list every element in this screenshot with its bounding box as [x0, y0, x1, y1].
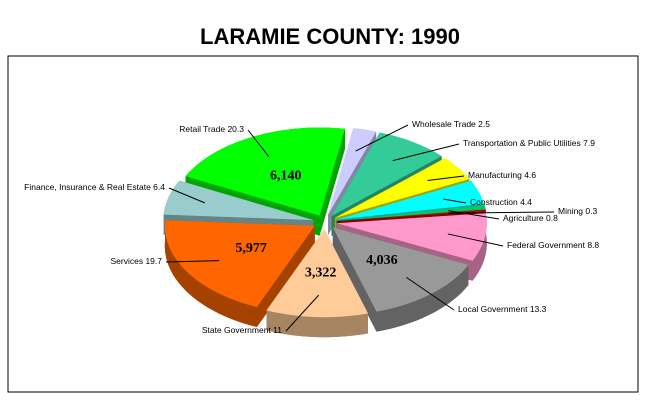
percent-label: 8.8: [587, 240, 599, 250]
percent-label: 0.3: [585, 206, 597, 216]
leader-line: [168, 187, 206, 204]
pie-slice: [336, 209, 486, 222]
leader-line: [355, 124, 409, 152]
pie-slice: [185, 127, 345, 216]
pie-slice: [163, 180, 314, 221]
percent-label: 7.9: [583, 138, 595, 148]
slice-label: Manufacturing 4.6: [468, 170, 536, 180]
count-label: 3,322: [305, 265, 337, 280]
chart-title: LARAMIE COUNTY: 1990: [200, 24, 460, 49]
pie-slice: [336, 205, 486, 221]
pie-slice: [331, 132, 442, 216]
slice-label: Construction 4.4: [470, 197, 532, 207]
count-label: 4,036: [366, 253, 398, 268]
slice-label: Mining 0.3: [558, 206, 598, 216]
leader-line: [165, 260, 220, 263]
percent-label: 19.7: [145, 256, 162, 266]
leader-line: [427, 175, 465, 181]
category-name: Retail Trade: [179, 124, 225, 134]
plot-frame: [7, 55, 639, 393]
slice-label: State Government 11: [202, 325, 282, 335]
slice-label: Agriculture 0.8: [503, 213, 558, 223]
slice-side: [266, 310, 368, 338]
count-label: 6,140: [270, 169, 302, 184]
percent-label: 2.5: [478, 119, 490, 129]
slice-label: Finance, Insurance & Real Estate 6.4: [24, 182, 165, 192]
category-name: Federal Government: [507, 240, 586, 250]
slice-side: [376, 264, 469, 332]
category-name: Mining: [558, 206, 583, 216]
pie-slice: [266, 229, 368, 318]
pie-slice: [334, 158, 470, 218]
slice-label: Retail Trade 20.3: [179, 124, 244, 134]
category-name: Agriculture: [503, 213, 544, 223]
pie-slice: [164, 220, 315, 307]
category-name: Transportation & Public Utilities: [463, 138, 581, 148]
pie-slice: [336, 213, 487, 261]
pie-slice: [336, 180, 484, 220]
slice-label: Transportation & Public Utilities 7.9: [463, 138, 595, 148]
slice-label: Local Government 13.3: [458, 304, 547, 314]
slice-label: Wholesale Trade 2.5: [412, 119, 490, 129]
percent-label: 20.3: [227, 124, 244, 134]
percent-label: 13.3: [530, 304, 547, 314]
slice-side: [319, 128, 345, 236]
leader-line: [447, 233, 504, 247]
percent-label: 11: [273, 325, 282, 335]
category-name: Construction: [470, 197, 518, 207]
count-label: 5,977: [235, 241, 267, 256]
slice-side: [472, 213, 487, 281]
category-name: State Government: [202, 325, 272, 335]
leader-line: [247, 129, 270, 157]
category-name: Manufacturing: [468, 170, 522, 180]
category-name: Finance, Insurance & Real Estate: [24, 182, 151, 192]
percent-label: 6.4: [153, 182, 165, 192]
percent-label: 0.8: [546, 213, 558, 223]
category-name: Local Government: [458, 304, 528, 314]
pie-slice: [328, 128, 377, 215]
category-name: Wholesale Trade: [412, 119, 476, 129]
pie-slice: [332, 227, 469, 312]
leader-line: [447, 210, 500, 220]
slice-side: [164, 220, 257, 327]
leader-line: [392, 143, 460, 162]
category-name: Services: [110, 256, 143, 266]
leader-line: [448, 211, 555, 214]
percent-label: 4.6: [524, 170, 536, 180]
leader-line: [406, 276, 455, 311]
slice-label: Services 19.7: [110, 256, 162, 266]
leader-line: [285, 294, 320, 332]
slice-side: [256, 225, 315, 327]
leader-line: [443, 198, 467, 204]
slice-side: [332, 227, 377, 332]
slice-label: Federal Government 8.8: [507, 240, 599, 250]
percent-label: 4.4: [520, 197, 532, 207]
